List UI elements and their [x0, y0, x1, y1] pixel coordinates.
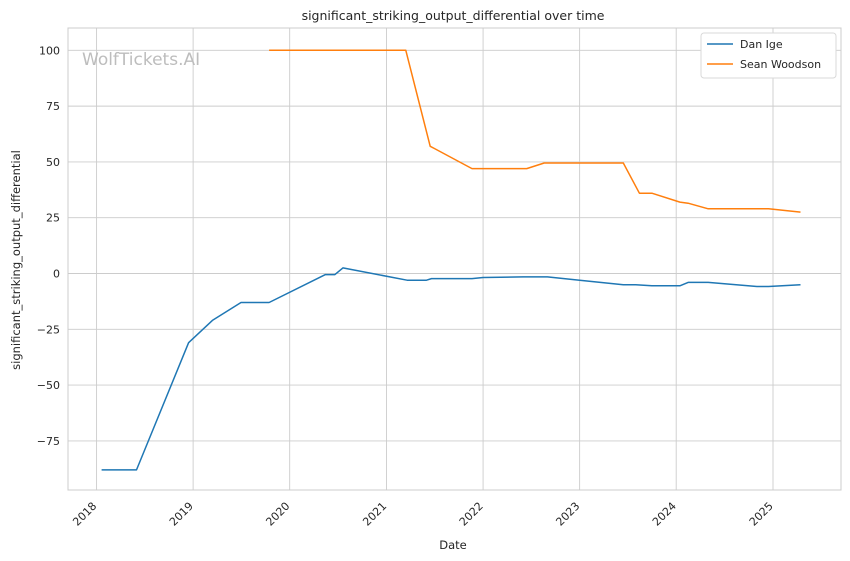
- y-tick-label: −50: [37, 379, 60, 392]
- x-tick-label: 2022: [457, 500, 486, 529]
- x-tick-label: 2021: [360, 500, 389, 529]
- chart-title: significant_striking_output_differential…: [302, 8, 605, 23]
- y-tick-label: −25: [37, 323, 60, 336]
- y-tick-label: −75: [37, 435, 60, 448]
- series-line-sean-woodson: [269, 49, 801, 213]
- series-line-dan-ige: [101, 267, 801, 471]
- plot-area: [67, 27, 842, 491]
- x-tick-label: 2023: [553, 500, 582, 529]
- x-tick-label: 2025: [747, 500, 776, 529]
- x-tick-label: 2020: [263, 500, 292, 529]
- x-tick-label: 2019: [167, 500, 196, 529]
- y-tick-label: 50: [46, 156, 60, 169]
- x-axis-label: Date: [439, 538, 467, 552]
- legend-box: [700, 32, 837, 79]
- y-tick-label: 0: [53, 268, 60, 281]
- grid-lines: [68, 28, 841, 490]
- y-axis-label: significant_striking_output_differential: [9, 150, 23, 370]
- y-tick-label: 25: [46, 212, 60, 225]
- y-tick-label: 100: [39, 44, 60, 57]
- x-tick-label: 2024: [650, 500, 679, 529]
- legend: Dan Ige Sean Woodson: [700, 32, 837, 79]
- x-axis-ticks: 2018 2019 2020 2021 2022 2023 2024 2025: [70, 500, 775, 529]
- series-lines: [101, 49, 801, 471]
- legend-label-sean-woodson: Sean Woodson: [740, 58, 821, 71]
- x-tick-label: 2018: [70, 500, 99, 529]
- legend-label-dan-ige: Dan Ige: [740, 38, 783, 51]
- y-tick-label: 75: [46, 100, 60, 113]
- y-axis-ticks: 100 75 50 25 0 −25 −50 −75: [37, 44, 60, 448]
- watermark: WolfTickets.AI: [82, 50, 200, 70]
